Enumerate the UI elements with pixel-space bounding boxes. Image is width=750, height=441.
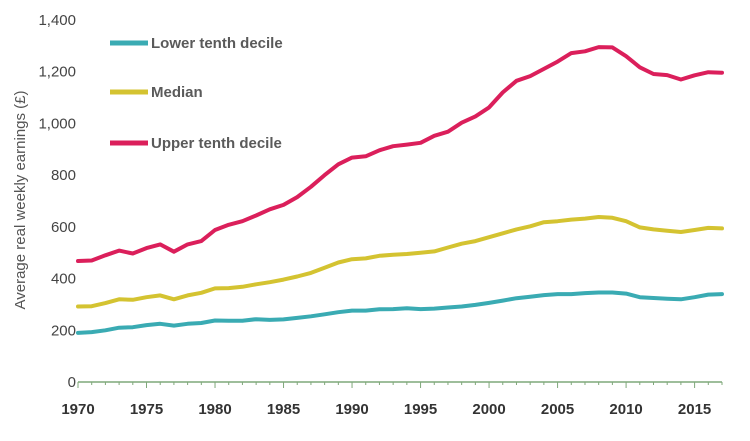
x-tick-label: 2000 (472, 401, 505, 418)
x-axis-minor-ticks (77, 382, 723, 388)
x-tick-label: 2010 (609, 401, 642, 418)
series-lines (76, 45, 724, 335)
x-tick-label: 1975 (130, 401, 163, 418)
x-tick-label: 2005 (541, 401, 574, 418)
x-tick-label: 1990 (335, 401, 368, 418)
y-tick-label: 0 (68, 374, 76, 391)
y-tick-label: 200 (51, 322, 76, 339)
y-axis-ticks: 0 200 400 600 800 1,000 1,200 1,400 (38, 12, 76, 391)
x-tick-label: 1970 (61, 401, 94, 418)
series-line (76, 290, 724, 335)
series-line (76, 45, 724, 263)
y-tick-label: 600 (51, 219, 76, 236)
x-axis-ticks: 1970 1975 1980 1985 1990 1995 2000 2005 2010 2015 (61, 401, 711, 418)
legend-label: Median (151, 84, 203, 101)
y-tick-label: 1,200 (38, 64, 76, 81)
y-axis-label: Average real weekly earnings (£) (12, 90, 29, 309)
x-tick-label: 1985 (267, 401, 300, 418)
legend-label: Upper tenth decile (151, 135, 282, 152)
x-tick-label: 1980 (198, 401, 231, 418)
y-tick-label: 800 (51, 167, 76, 184)
y-tick-label: 1,000 (38, 115, 76, 132)
x-tick-label: 2015 (678, 401, 711, 418)
legend: Lower tenth decile Median Upper tenth deci… (110, 35, 283, 152)
y-tick-label: 1,400 (38, 12, 76, 29)
series-line (76, 215, 724, 309)
legend-label: Lower tenth decile (151, 35, 283, 52)
y-tick-label: 400 (51, 271, 76, 288)
x-tick-label: 1995 (404, 401, 437, 418)
